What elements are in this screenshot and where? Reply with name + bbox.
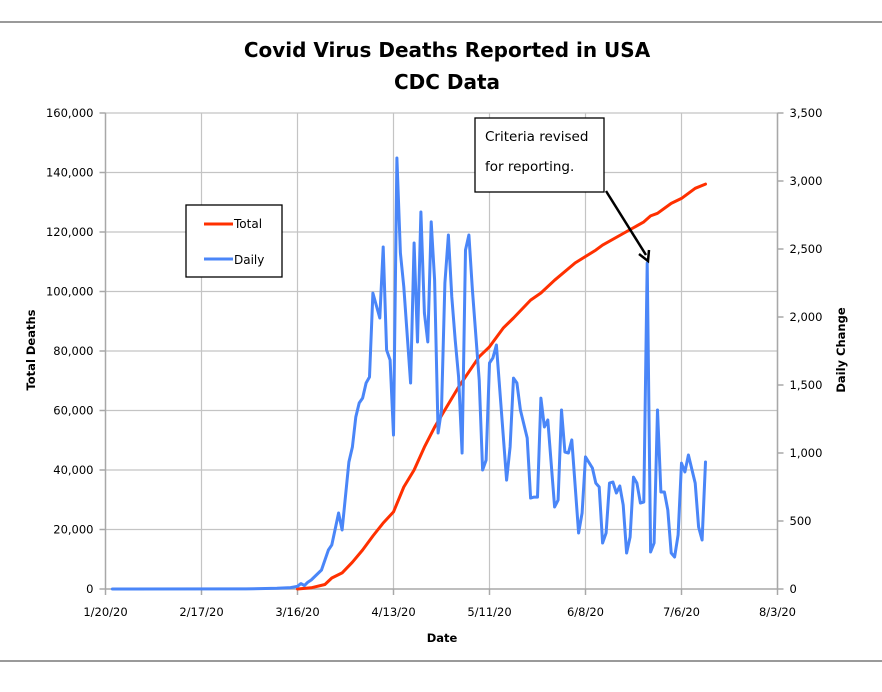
- y-left-tick-label: 100,000: [46, 285, 94, 299]
- x-tick-label: 3/16/20: [275, 605, 319, 619]
- tick-labels: 0 20,000 40,000 60,000 80,000 100,000 120,000 1…: [46, 106, 823, 619]
- series-line-daily: [110, 156, 707, 591]
- y-right-tick-label: 2,000: [790, 310, 823, 324]
- annotation-line-1: Criteria revised: [485, 129, 588, 145]
- y-left-tick-label: 120,000: [46, 225, 94, 239]
- series-line-total: [296, 182, 707, 591]
- annotation-box: [474, 117, 605, 193]
- chart-title-line-2: CDC Data: [394, 70, 500, 94]
- chart-title-line-1: Covid Virus Deaths Reported in USA: [244, 38, 651, 62]
- annotation-line-2: for reporting.: [485, 159, 574, 175]
- y-axis-right-label: Daily Change: [834, 307, 848, 392]
- y-axis-left-label: Total Deaths: [24, 309, 38, 390]
- legend-label-total: Total: [233, 217, 262, 231]
- y-right-tick-label: 0: [790, 582, 797, 596]
- gridlines: [105, 112, 779, 589]
- annotation-arrow-shaft: [604, 190, 648, 256]
- x-tick-label: 6/8/20: [567, 605, 604, 619]
- legend-box: [185, 204, 283, 278]
- y-right-tick-label: 3,500: [790, 106, 823, 120]
- x-tick-label: 5/11/20: [467, 605, 511, 619]
- y-left-tick-label: 140,000: [46, 166, 94, 180]
- annotation: Criteria revised for reporting.: [474, 117, 651, 264]
- y-right-tick-label: 500: [790, 514, 812, 528]
- y-right-tick-label: 2,500: [790, 242, 823, 256]
- series-lines: [110, 156, 707, 591]
- y-right-tick-label: 1,500: [790, 378, 823, 392]
- y-left-tick-label: 20,000: [53, 523, 93, 537]
- annotation-arrowhead-icon: [638, 249, 651, 264]
- y-left-tick-label: 40,000: [53, 463, 93, 477]
- axes: [99, 112, 784, 595]
- y-left-tick-label: 0: [86, 582, 93, 596]
- x-tick-label: 8/3/20: [759, 605, 796, 619]
- x-tick-label: 4/13/20: [371, 605, 415, 619]
- x-axis-label: Date: [427, 631, 458, 645]
- x-tick-label: 1/20/20: [83, 605, 127, 619]
- x-tick-label: 2/17/20: [179, 605, 223, 619]
- x-tick-label: 7/6/20: [663, 605, 700, 619]
- y-left-tick-label: 80,000: [53, 344, 93, 358]
- legend-label-daily: Daily: [234, 253, 264, 267]
- y-right-tick-label: 1,000: [790, 446, 823, 460]
- y-left-tick-label: 60,000: [53, 404, 93, 418]
- y-left-tick-label: 160,000: [46, 106, 94, 120]
- y-right-tick-label: 3,000: [790, 174, 823, 188]
- legend: Total Daily: [185, 204, 283, 278]
